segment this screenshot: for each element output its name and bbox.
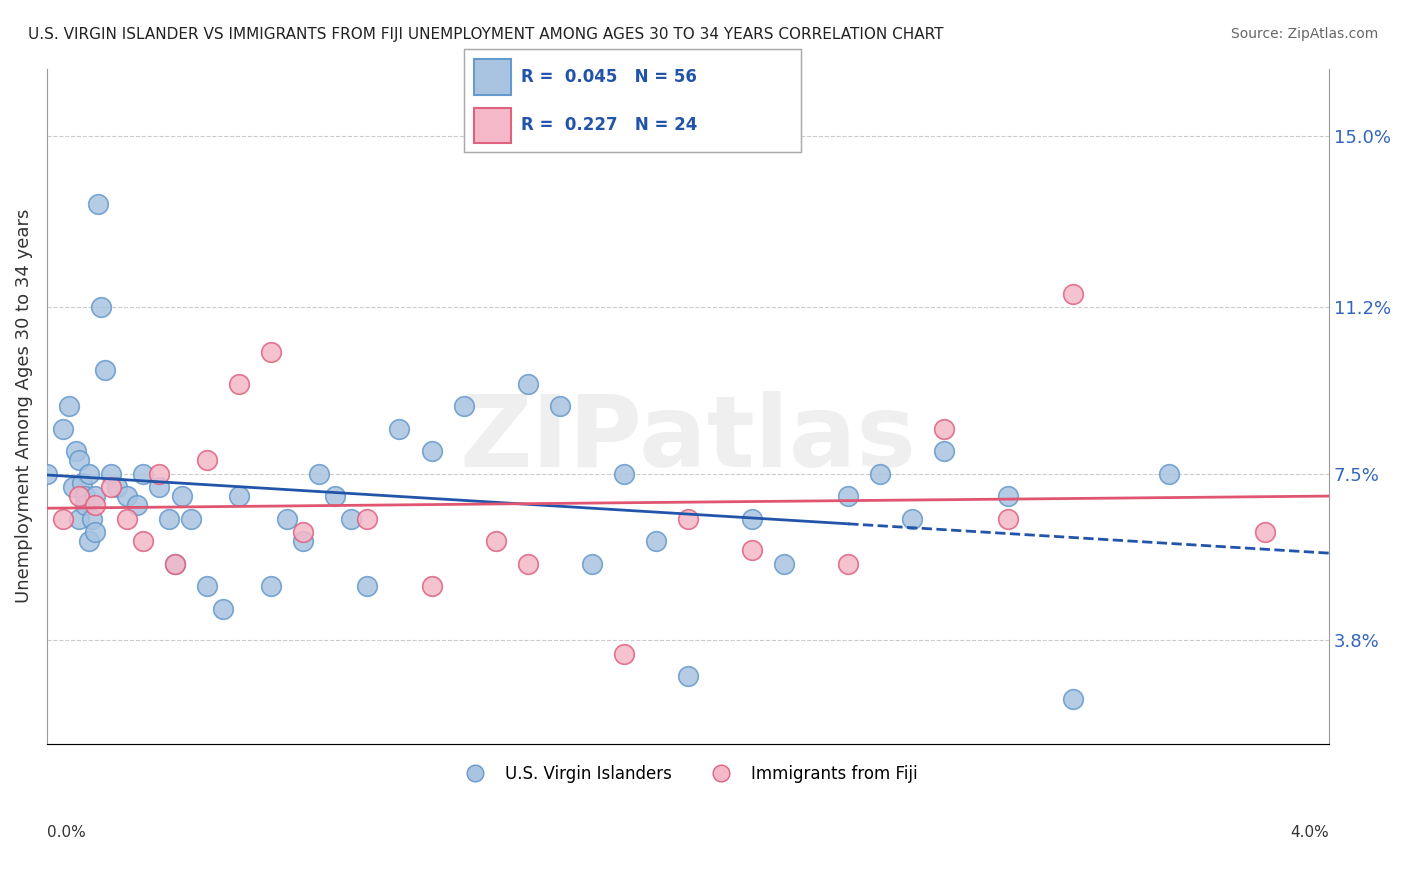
Point bbox=[228, 489, 250, 503]
Point bbox=[132, 534, 155, 549]
Point bbox=[170, 489, 193, 503]
Point bbox=[87, 196, 110, 211]
Point bbox=[35, 467, 58, 481]
Point bbox=[292, 525, 315, 540]
Point bbox=[100, 480, 122, 494]
Point bbox=[75, 489, 97, 503]
Point bbox=[75, 498, 97, 512]
Text: U.S. VIRGIN ISLANDER VS IMMIGRANTS FROM FIJI UNEMPLOYMENT AMONG AGES 30 TO 34 YE: U.S. VIRGIN ISLANDER VS IMMIGRANTS FROM … bbox=[28, 27, 943, 42]
Point bbox=[516, 376, 538, 391]
Point bbox=[80, 512, 103, 526]
Point bbox=[67, 512, 90, 526]
Point bbox=[84, 498, 107, 512]
Point bbox=[1062, 691, 1084, 706]
Point bbox=[180, 512, 202, 526]
Point bbox=[65, 444, 87, 458]
Text: R =  0.227   N = 24: R = 0.227 N = 24 bbox=[522, 116, 697, 134]
Point bbox=[84, 489, 107, 503]
Point bbox=[340, 512, 363, 526]
FancyBboxPatch shape bbox=[474, 60, 512, 95]
Point bbox=[58, 399, 80, 413]
Point bbox=[997, 489, 1019, 503]
Point bbox=[420, 444, 443, 458]
Text: R =  0.045   N = 56: R = 0.045 N = 56 bbox=[522, 68, 697, 86]
Point bbox=[165, 557, 187, 571]
Point bbox=[52, 422, 75, 436]
Point bbox=[773, 557, 796, 571]
Point bbox=[148, 480, 170, 494]
Point bbox=[1062, 286, 1084, 301]
Point bbox=[67, 489, 90, 503]
Point bbox=[67, 453, 90, 467]
Point bbox=[93, 363, 115, 377]
Point bbox=[644, 534, 666, 549]
Point bbox=[90, 300, 112, 314]
Point bbox=[325, 489, 347, 503]
Point bbox=[613, 467, 636, 481]
Point bbox=[132, 467, 155, 481]
Point bbox=[195, 579, 218, 593]
Point bbox=[741, 512, 763, 526]
Point bbox=[453, 399, 475, 413]
Point bbox=[228, 376, 250, 391]
Point bbox=[276, 512, 298, 526]
Point bbox=[84, 525, 107, 540]
Point bbox=[837, 557, 859, 571]
Point bbox=[125, 498, 148, 512]
Point bbox=[485, 534, 508, 549]
Point bbox=[420, 579, 443, 593]
Point bbox=[292, 534, 315, 549]
Point bbox=[100, 467, 122, 481]
Point bbox=[997, 512, 1019, 526]
Point bbox=[212, 602, 235, 616]
Point bbox=[1157, 467, 1180, 481]
Text: ZIPatlas: ZIPatlas bbox=[460, 392, 917, 489]
Text: 4.0%: 4.0% bbox=[1291, 825, 1329, 840]
Point bbox=[115, 489, 138, 503]
Point bbox=[157, 512, 180, 526]
Text: 0.0%: 0.0% bbox=[46, 825, 86, 840]
Point bbox=[77, 534, 100, 549]
Point bbox=[148, 467, 170, 481]
Point bbox=[837, 489, 859, 503]
Point bbox=[613, 647, 636, 661]
Point bbox=[741, 543, 763, 558]
Point bbox=[388, 422, 411, 436]
Point bbox=[107, 480, 129, 494]
Point bbox=[52, 512, 75, 526]
Y-axis label: Unemployment Among Ages 30 to 34 years: Unemployment Among Ages 30 to 34 years bbox=[15, 209, 32, 603]
Point bbox=[548, 399, 571, 413]
Point bbox=[115, 512, 138, 526]
Text: Source: ZipAtlas.com: Source: ZipAtlas.com bbox=[1230, 27, 1378, 41]
Point bbox=[934, 444, 956, 458]
Point bbox=[165, 557, 187, 571]
Point bbox=[77, 467, 100, 481]
Point bbox=[901, 512, 924, 526]
Point bbox=[676, 669, 699, 683]
Point bbox=[516, 557, 538, 571]
FancyBboxPatch shape bbox=[474, 108, 512, 144]
Point bbox=[869, 467, 891, 481]
Point bbox=[1254, 525, 1277, 540]
Point bbox=[195, 453, 218, 467]
Point bbox=[70, 475, 93, 490]
Point bbox=[676, 512, 699, 526]
Point bbox=[356, 512, 378, 526]
Point bbox=[581, 557, 603, 571]
Legend: U.S. Virgin Islanders, Immigrants from Fiji: U.S. Virgin Islanders, Immigrants from F… bbox=[451, 758, 925, 789]
Point bbox=[308, 467, 330, 481]
Point bbox=[260, 345, 283, 359]
Point bbox=[356, 579, 378, 593]
Point bbox=[62, 480, 84, 494]
Point bbox=[934, 422, 956, 436]
Point bbox=[260, 579, 283, 593]
